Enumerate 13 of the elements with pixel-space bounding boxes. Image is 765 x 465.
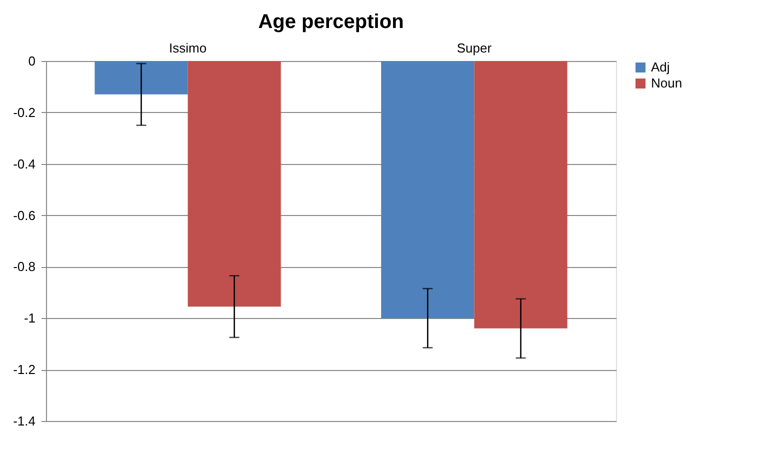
y-tick-label: -0.4 <box>13 156 36 172</box>
chart-title: Age perception <box>258 11 404 33</box>
y-tick-label: -0.6 <box>13 208 36 223</box>
x-tick-label: Issimo <box>169 40 207 56</box>
y-tick-label: -1.4 <box>13 414 36 428</box>
legend-label: Noun <box>651 76 682 90</box>
y-tick-label: -1.2 <box>13 362 36 378</box>
x-tick-label: Super <box>456 40 492 56</box>
legend-label: Adj <box>651 60 670 74</box>
y-tick-label: -1 <box>24 310 36 326</box>
y-tick-label: -0.2 <box>13 104 36 120</box>
y-tick-label: 0 <box>28 54 36 68</box>
y-tick-label: -0.8 <box>13 259 36 274</box>
